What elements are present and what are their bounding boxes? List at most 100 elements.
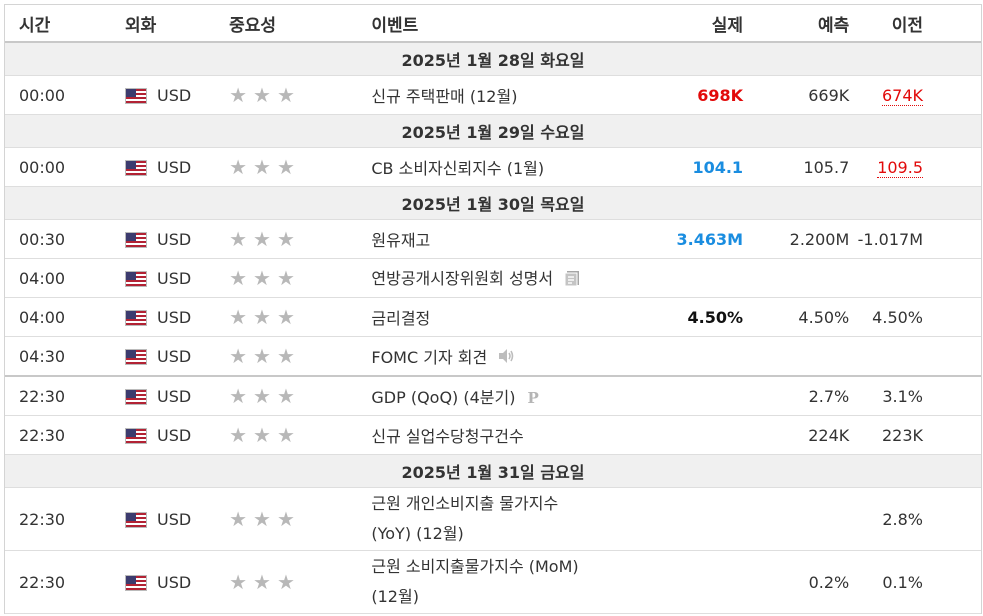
event-row[interactable]: 04:00 USD ★ ★ ★ 금리결정 4.50% 4.50% 4.50%: [5, 297, 981, 337]
currency-code: USD: [157, 573, 192, 592]
event-link[interactable]: CB 소비자신뢰지수 (1월): [371, 159, 545, 178]
event-row[interactable]: 00:00 USD ★ ★ ★ CB 소비자신뢰지수 (1월) 104.1 105.…: [5, 147, 981, 187]
day-label: 2025년 1월 31일 금요일: [5, 454, 981, 488]
event-row[interactable]: 22:30 USD ★ ★ ★ 근원 소비지출물가지수 (MoM) (12월) 0.2…: [5, 550, 981, 614]
event-time: 04:00: [5, 297, 125, 337]
us-flag-icon: [125, 574, 147, 591]
forecast-value: 105.7: [743, 147, 850, 187]
event-row[interactable]: 22:30 USD ★ ★ ★ GDP (QoQ) (4분기) P 2.7% 3.1%: [5, 375, 981, 416]
forecast-value: 2.7%: [743, 375, 850, 416]
day-label: 2025년 1월 29일 수요일: [5, 114, 981, 148]
day-row: 2025년 1월 30일 목요일: [5, 186, 981, 220]
star-icon: ★: [253, 507, 271, 532]
header-currency[interactable]: 외화: [125, 5, 230, 43]
event-link[interactable]: 원유재고: [371, 231, 431, 250]
preliminary-icon[interactable]: P: [527, 389, 539, 407]
actual-value: [636, 336, 744, 377]
star-icon: ★: [253, 570, 271, 595]
star-icon: ★: [253, 227, 271, 252]
star-icon: ★: [229, 227, 248, 252]
event-time: 00:30: [5, 219, 125, 259]
star-icon: ★: [276, 423, 295, 448]
event-line: (12월): [371, 587, 419, 606]
event-link[interactable]: 근원 개인소비지출 물가지수 (YoY) (12월): [371, 487, 637, 551]
actual-value: [636, 487, 744, 551]
previous-value: [849, 258, 981, 298]
star-icon: ★: [253, 266, 271, 291]
currency-code: USD: [157, 510, 192, 529]
event-link[interactable]: 신규 실업수당청구건수: [371, 427, 524, 446]
event-row[interactable]: 00:30 USD ★ ★ ★ 원유재고 3.463M 2.200M -1.017M: [5, 219, 981, 259]
importance-stars: ★ ★ ★: [229, 425, 295, 445]
previous-value[interactable]: 674K: [881, 85, 923, 106]
actual-value: [636, 415, 744, 455]
header-previous[interactable]: 이전: [849, 5, 981, 43]
star-icon: ★: [276, 155, 295, 180]
forecast-value: 2.200M: [743, 219, 850, 259]
star-icon: ★: [276, 83, 295, 108]
header-actual[interactable]: 실제: [636, 5, 744, 43]
day-row: 2025년 1월 29일 수요일: [5, 114, 981, 148]
event-row[interactable]: 22:30 USD ★ ★ ★ 신규 실업수당청구건수 224K 223K: [5, 415, 981, 455]
event-row[interactable]: 00:00 USD ★ ★ ★ 신규 주택판매 (12월) 698K 669K 67…: [5, 75, 981, 115]
event-link[interactable]: 금리결정: [371, 309, 431, 328]
event-line: (YoY) (12월): [371, 524, 464, 543]
calendar-table: 시간 외화 중요성 이벤트 실제 예측 이전 2025년 1월 28일 화요일 …: [5, 5, 981, 614]
day-row: 2025년 1월 31일 금요일: [5, 454, 981, 488]
previous-value: 3.1%: [849, 375, 981, 416]
actual-value: 3.463M: [636, 219, 744, 259]
event-link[interactable]: GDP (QoQ) (4분기): [371, 388, 516, 407]
event-row[interactable]: 04:00 USD ★ ★ ★ 연방공개시장위원회 성명서: [5, 258, 981, 298]
star-icon: ★: [253, 344, 271, 369]
event-link[interactable]: 근원 소비지출물가지수 (MoM) (12월): [371, 550, 637, 614]
event-time: 00:00: [5, 147, 125, 187]
day-label: 2025년 1월 30일 목요일: [5, 186, 981, 220]
document-icon[interactable]: [563, 269, 581, 291]
event-row[interactable]: 04:30 USD ★ ★ ★ FOMC 기자 회견: [5, 336, 981, 377]
us-flag-icon: [125, 348, 147, 365]
star-icon: ★: [229, 570, 248, 595]
event-time: 00:00: [5, 75, 125, 115]
previous-value: 4.50%: [849, 297, 981, 337]
currency-code: USD: [157, 158, 192, 177]
event-time: 04:30: [5, 336, 125, 377]
star-icon: ★: [276, 266, 295, 291]
importance-stars: ★ ★ ★: [229, 85, 295, 105]
importance-stars: ★ ★ ★: [229, 307, 295, 327]
event-link[interactable]: 신규 주택판매 (12월): [371, 87, 518, 106]
importance-stars: ★ ★ ★: [229, 509, 295, 529]
previous-value[interactable]: 109.5: [877, 157, 923, 178]
event-time: 22:30: [5, 375, 125, 416]
previous-value: [849, 336, 981, 377]
previous-value: -1.017M: [849, 219, 981, 259]
star-icon: ★: [276, 570, 295, 595]
star-icon: ★: [229, 83, 248, 108]
header-event[interactable]: 이벤트: [371, 5, 637, 43]
us-flag-icon: [125, 231, 147, 248]
forecast-value: 4.50%: [743, 297, 850, 337]
currency-code: USD: [157, 387, 192, 406]
speaker-icon[interactable]: [497, 348, 515, 368]
event-row[interactable]: 22:30 USD ★ ★ ★ 근원 개인소비지출 물가지수 (YoY) (12월) …: [5, 487, 981, 551]
header-importance[interactable]: 중요성: [229, 5, 372, 43]
star-icon: ★: [253, 83, 271, 108]
star-icon: ★: [253, 423, 271, 448]
importance-stars: ★ ★ ★: [229, 157, 295, 177]
currency-code: USD: [157, 308, 192, 327]
event-link[interactable]: FOMC 기자 회견: [371, 347, 488, 367]
star-icon: ★: [253, 155, 271, 180]
event-time: 22:30: [5, 415, 125, 455]
actual-value: 698K: [636, 75, 744, 115]
header-forecast[interactable]: 예측: [743, 5, 850, 43]
star-icon: ★: [276, 344, 295, 369]
star-icon: ★: [229, 384, 248, 409]
forecast-value: 224K: [743, 415, 850, 455]
event-link[interactable]: 연방공개시장위원회 성명서: [371, 269, 554, 289]
star-icon: ★: [229, 266, 248, 291]
currency-code: USD: [157, 230, 192, 249]
star-icon: ★: [276, 227, 295, 252]
currency-code: USD: [157, 347, 192, 366]
importance-stars: ★ ★ ★: [229, 346, 295, 366]
header-time[interactable]: 시간: [5, 5, 125, 43]
header-row: 시간 외화 중요성 이벤트 실제 예측 이전: [5, 5, 981, 43]
